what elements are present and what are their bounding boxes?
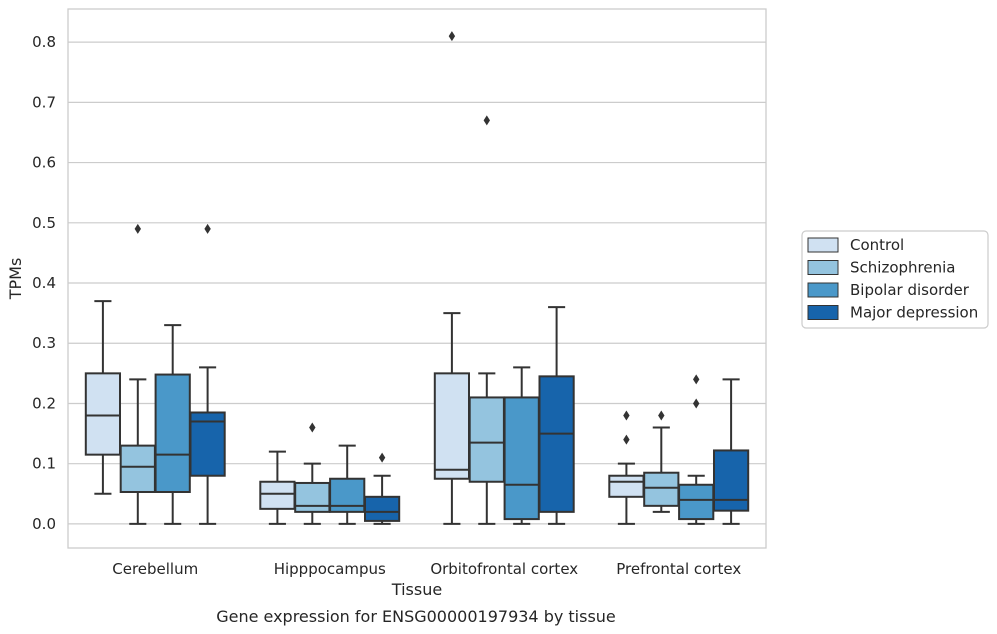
legend-swatch xyxy=(807,237,839,253)
legend-swatch xyxy=(807,260,839,275)
box-bipolar-disorder xyxy=(329,444,366,525)
x-tick-label: Cerebellum xyxy=(112,560,198,578)
box-iqr xyxy=(433,372,471,480)
box-control xyxy=(259,450,296,525)
box-iqr xyxy=(503,396,540,521)
box-iqr xyxy=(84,372,122,456)
legend-label: Schizophrenia xyxy=(850,259,955,277)
y-tick-label: 0.0 xyxy=(32,515,56,533)
x-tick-label: Prefrontal cortex xyxy=(616,560,741,578)
x-axis-label: Tissue xyxy=(391,580,442,599)
box-control xyxy=(84,300,122,495)
box-control xyxy=(608,410,645,525)
legend-frame xyxy=(801,230,989,329)
x-tick-label: Hipppocampus xyxy=(274,560,386,578)
box-iqr xyxy=(329,477,366,513)
x-tick-labels: Cerebellum Hipppocampus Orbitofrontal cort… xyxy=(112,560,741,578)
outlier-point xyxy=(309,422,316,433)
outlier-point xyxy=(134,223,141,234)
box-schizophrenia xyxy=(119,223,156,525)
box-iqr xyxy=(119,444,156,493)
y-tick-label: 0.1 xyxy=(32,455,56,473)
box-major-depression xyxy=(363,452,401,525)
legend-swatch xyxy=(807,305,839,320)
y-tick-labels: 0.0 0.1 0.2 0.3 0.4 0.5 0.6 0.7 0.8 xyxy=(32,33,56,533)
y-tick-label: 0.6 xyxy=(32,154,56,172)
boxes xyxy=(84,31,750,525)
box-bipolar-disorder xyxy=(678,374,715,525)
outlier-point xyxy=(623,410,630,421)
box-schizophrenia xyxy=(468,115,505,525)
box-iqr xyxy=(154,373,191,493)
box-iqr xyxy=(259,480,296,510)
y-tick-label: 0.2 xyxy=(32,394,56,412)
box-schizophrenia xyxy=(294,422,331,525)
box-major-depression xyxy=(189,223,226,525)
outlier-point xyxy=(693,398,700,409)
y-tick-label: 0.8 xyxy=(32,33,56,51)
outlier-point xyxy=(204,223,211,234)
box-iqr xyxy=(608,474,645,498)
figure-caption: Gene expression for ENSG00000197934 by t… xyxy=(216,607,616,626)
y-tick-label: 0.4 xyxy=(32,274,56,292)
box-iqr xyxy=(468,396,505,483)
y-tick-label: 0.5 xyxy=(32,214,56,232)
y-tick-label: 0.3 xyxy=(32,334,56,352)
outlier-point xyxy=(483,115,490,126)
outlier-point xyxy=(448,31,456,42)
box-schizophrenia xyxy=(643,410,680,513)
box-iqr xyxy=(363,495,401,522)
box-major-depression xyxy=(538,306,575,525)
x-tick-label: Orbitofrontal cortex xyxy=(430,560,578,578)
legend: Control Schizophrenia Bipolar disorder Majo… xyxy=(801,230,989,329)
box-iqr xyxy=(294,481,331,513)
box-bipolar-disorder xyxy=(503,366,540,525)
box-iqr xyxy=(712,449,750,512)
y-axis-label: TPMs xyxy=(6,258,25,301)
legend-label: Major depression xyxy=(850,304,978,322)
legend-label: Control xyxy=(850,236,904,254)
box-major-depression xyxy=(712,378,750,525)
box-iqr xyxy=(643,471,680,507)
legend-swatch xyxy=(807,282,839,298)
box-bipolar-disorder xyxy=(154,324,191,525)
box-iqr xyxy=(538,375,575,513)
outlier-point xyxy=(623,434,630,445)
outlier-point xyxy=(378,452,386,463)
outlier-point xyxy=(658,410,665,421)
box-iqr xyxy=(189,411,226,477)
box-control xyxy=(433,31,471,525)
box-iqr xyxy=(678,483,715,521)
plot-frame xyxy=(67,8,767,549)
outlier-point xyxy=(693,374,700,385)
y-tick-label: 0.7 xyxy=(32,93,56,111)
legend-label: Bipolar disorder xyxy=(850,281,970,299)
